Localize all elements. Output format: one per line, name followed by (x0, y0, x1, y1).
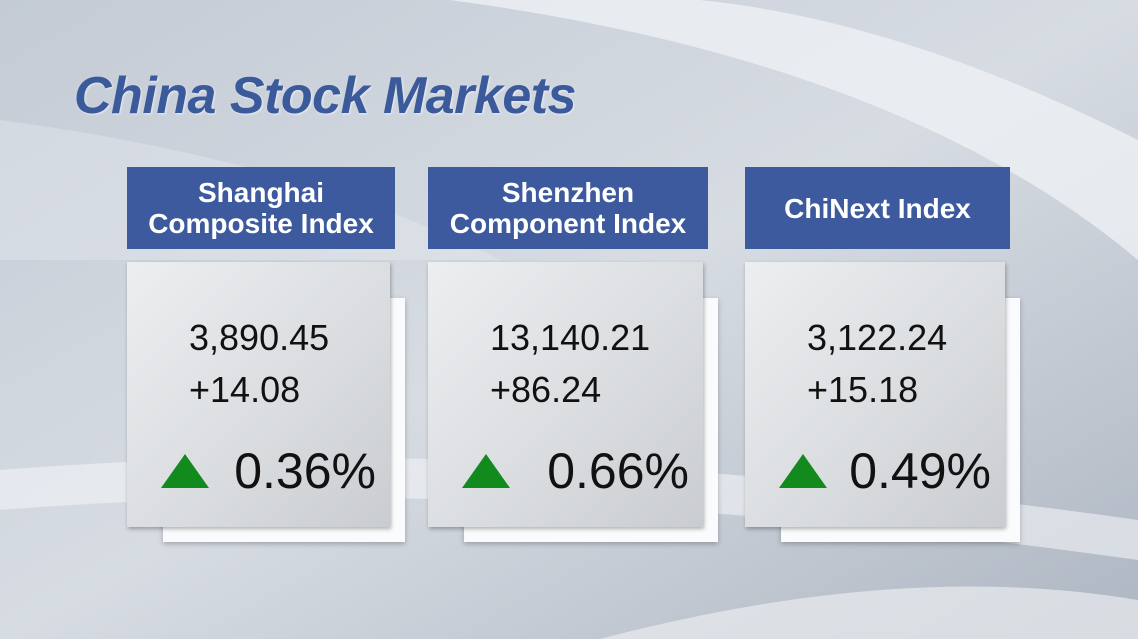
header-line: Composite Index (148, 208, 374, 239)
card-header: Shenzhen Component Index (428, 167, 708, 249)
card: 3,890.45 +14.08 0.36% (127, 262, 390, 527)
card-header: ChiNext Index (745, 167, 1010, 249)
header-line: ChiNext Index (784, 192, 971, 224)
index-change: +86.24 (490, 369, 602, 410)
percent-change: 0.66% (547, 443, 689, 499)
up-arrow (779, 454, 827, 488)
up-arrow (462, 454, 510, 488)
index-value: 3,890.45 (189, 317, 330, 358)
card-header: Shanghai Composite Index (127, 167, 395, 249)
up-arrow (161, 454, 209, 488)
percent-change: 0.36% (234, 443, 376, 499)
index-change: +15.18 (807, 369, 919, 410)
title: China Stock Markets (74, 67, 577, 125)
index-value: 3,122.24 (807, 317, 948, 358)
header-line: Component Index (449, 208, 687, 239)
card: 3,122.24 +15.18 0.49% (745, 262, 1005, 527)
header-line: Shanghai (197, 177, 324, 208)
card: 13,140.21 +86.24 0.66% (428, 262, 703, 527)
index-value: 13,140.21 (490, 317, 651, 358)
index-change: +14.08 (189, 369, 301, 410)
percent-change: 0.49% (849, 443, 991, 499)
header-line: Shenzhen (501, 177, 635, 208)
